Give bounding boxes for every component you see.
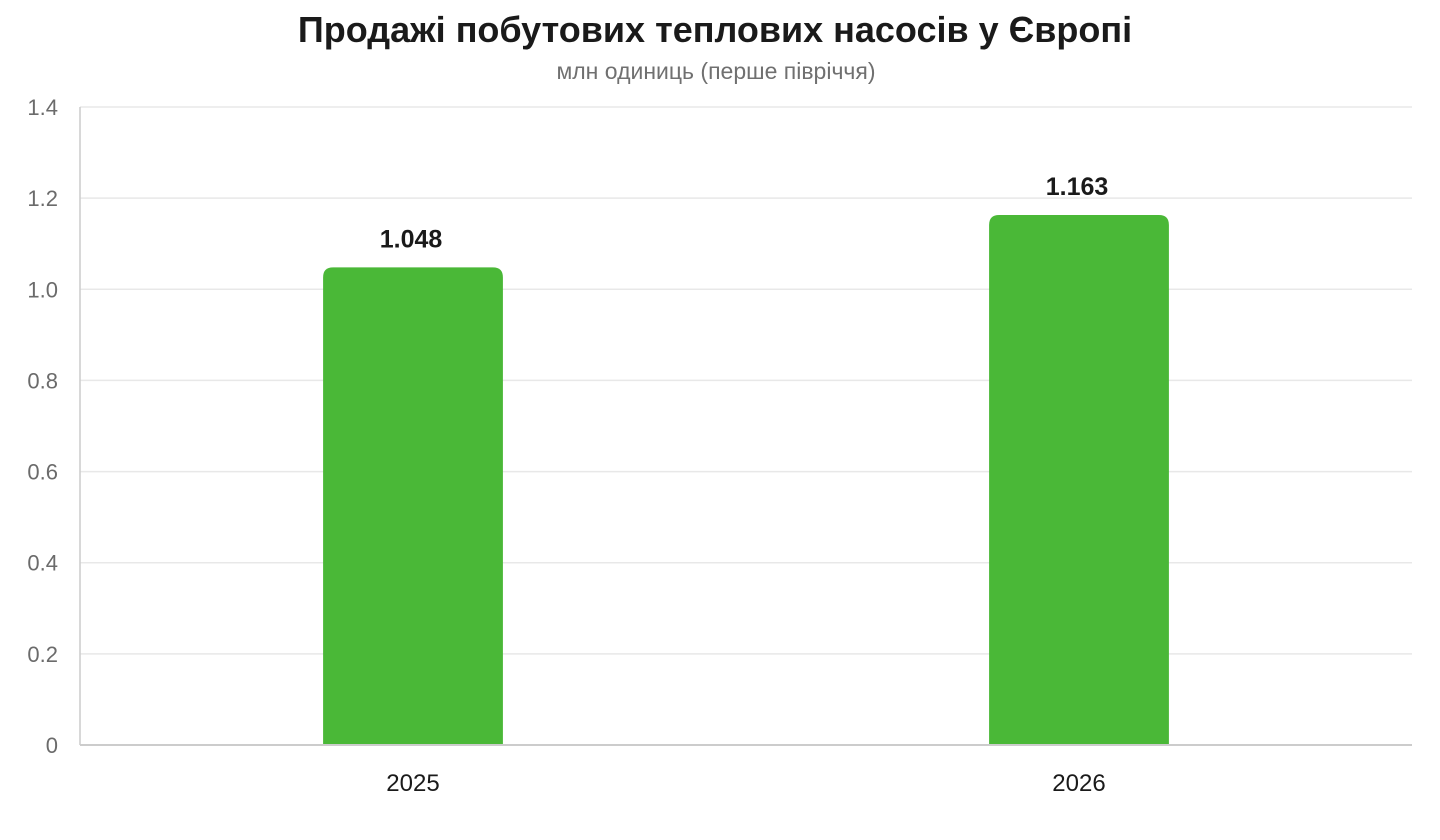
x-tick-label: 2026	[1052, 770, 1105, 797]
y-tick-label: 1.2	[27, 186, 58, 211]
chart-subtitle: млн одиниць (перше півріччя)	[556, 58, 876, 84]
y-tick-label: 0.2	[27, 642, 58, 667]
y-tick-label: 0.8	[27, 368, 58, 393]
bar-2026	[989, 215, 1169, 745]
labels: 0 0.2 0.4 0.6 0.8 1.0 1.2 1.4 1.048 2025 1.163 2026	[27, 95, 1108, 797]
y-tick-label: 1.0	[27, 277, 58, 302]
bar-2025	[323, 267, 503, 744]
grid-lines	[80, 106, 1412, 655]
bars	[323, 215, 1169, 745]
y-tick-label: 0.6	[27, 460, 58, 485]
y-tick-label: 0	[46, 733, 58, 758]
bar-value-label: 1.163	[1046, 173, 1109, 201]
y-tick-label: 1.4	[27, 95, 58, 120]
chart-title: Продажі побутових теплових насосів у Євр…	[297, 9, 1133, 50]
x-tick-label: 2025	[386, 770, 439, 797]
axes	[79, 107, 1412, 746]
bar-value-label: 1.048	[380, 225, 443, 253]
y-tick-label: 0.4	[27, 551, 58, 576]
